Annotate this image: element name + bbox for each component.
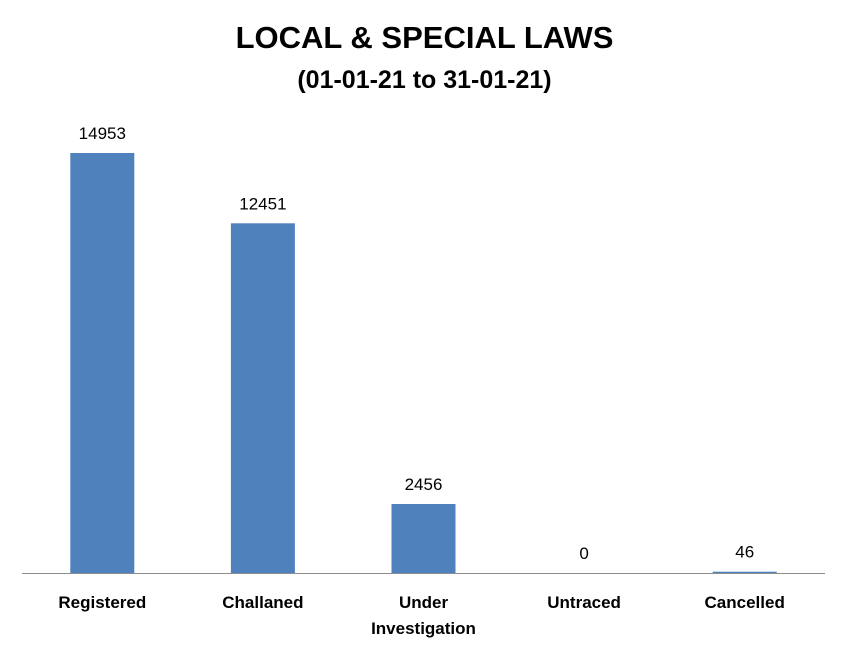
bar	[70, 153, 135, 573]
category-label: Registered	[58, 593, 146, 612]
data-label: 14953	[79, 124, 126, 143]
bar	[391, 504, 456, 573]
bar	[712, 571, 777, 573]
data-label: 2456	[405, 475, 443, 494]
category-label: Challaned	[222, 593, 303, 612]
category-label: Under Investigation	[371, 593, 476, 638]
category-label: Cancelled	[705, 593, 785, 612]
bar	[230, 223, 295, 574]
data-label: 46	[735, 543, 754, 562]
category-label: Untraced	[547, 593, 621, 612]
data-label: 0	[579, 544, 588, 563]
chart-subtitle: (01-01-21 to 31-01-21)	[297, 66, 552, 94]
chart-title: LOCAL & SPECIAL LAWS	[235, 20, 614, 55]
data-label: 12451	[239, 194, 286, 213]
